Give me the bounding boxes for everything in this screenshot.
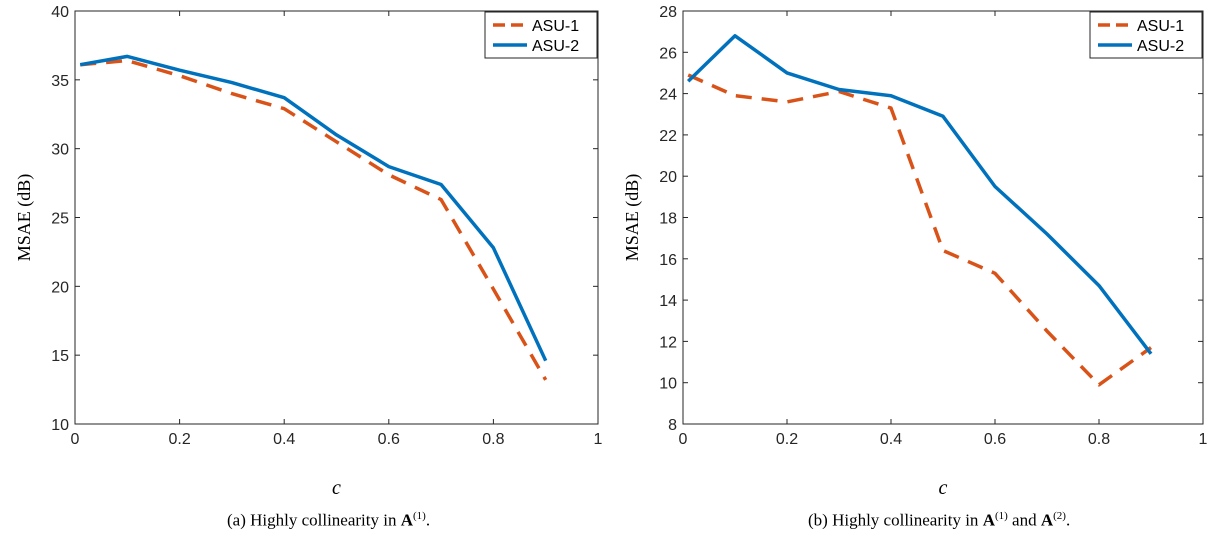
x-tick-label: 0.6 [984, 431, 1006, 448]
y-tick-label: 28 [659, 4, 677, 21]
caption-a-suffix: . [425, 510, 431, 530]
legend-box [484, 11, 598, 59]
series-line-asu-2 [79, 54, 548, 362]
legend-box [1089, 11, 1203, 59]
series-line-asu-1 [80, 58, 548, 381]
caption-b: (b) Highly collinearity in A(1) and A(2)… [808, 510, 1070, 531]
x-tick-label: 0.4 [273, 431, 295, 448]
caption-a-sup: (1) [413, 510, 426, 522]
y-tick-label: 35 [51, 73, 69, 90]
legend-label: ASU-2 [1137, 38, 1184, 55]
caption-b-sup-1: (1) [994, 510, 1008, 522]
caption-b-sup-2: (2) [1053, 510, 1066, 522]
caption-a-matrix: A [400, 510, 414, 530]
y-tick-label: 20 [659, 169, 677, 186]
x-tick-label: 0.6 [378, 431, 400, 448]
y-tick-label: 15 [51, 348, 69, 365]
chart-panel-a: 0 0.2 0.4 0.6 0.8 1 10 15 20 25 30 35 40 c MSAE (dB) AS… [14, 4, 603, 499]
caption-b-prefix: (b) Highly collinearity in [808, 510, 983, 530]
y-tick-label: 10 [659, 376, 677, 393]
caption-b-suffix: . [1065, 510, 1071, 530]
y-tick-label: 16 [659, 252, 677, 269]
legend-label: ASU-1 [1137, 18, 1184, 35]
legend-label: ASU-2 [532, 38, 579, 55]
x-tick-label: 0.8 [482, 431, 504, 448]
x-axis-label: c [332, 477, 341, 499]
x-tick-label: 1 [1199, 431, 1208, 448]
y-axis-label: MSAE (dB) [14, 174, 35, 262]
caption-a: (a) Highly collinearity in A(1). [227, 510, 430, 531]
x-tick-label: 0.8 [1088, 431, 1110, 448]
caption-b-matrix-1: A [982, 510, 995, 530]
y-tick-label: 10 [51, 417, 69, 434]
y-tick-label: 20 [51, 279, 69, 296]
x-tick-label: 0.2 [168, 431, 190, 448]
chart-panel-b: 0 0.2 0.4 0.6 0.8 1810121416182022242628cMSAE… [622, 4, 1208, 499]
y-tick-label: 25 [51, 211, 69, 228]
legend-label: ASU-1 [532, 18, 579, 35]
caption-b-matrix-2: A [1040, 510, 1054, 530]
y-tick-label: 18 [659, 211, 677, 228]
y-tick-label: 14 [659, 293, 677, 310]
y-tick-label: 8 [668, 417, 677, 434]
x-tick-label: 0 [679, 431, 688, 448]
y-tick-label: 24 [659, 87, 677, 104]
y-tick-label: 22 [659, 128, 677, 145]
plot-area [74, 10, 599, 425]
x-tick-label: 0 [71, 431, 80, 448]
series-line-asu-1 [687, 73, 1153, 387]
y-tick-label: 12 [659, 334, 677, 351]
x-tick-label: 0.4 [880, 431, 902, 448]
y-axis-label: MSAE (dB) [622, 174, 643, 262]
caption-a-prefix: (a) Highly collinearity in [227, 510, 401, 530]
series-line-asu-2 [686, 34, 1153, 355]
y-tick-label: 30 [51, 142, 69, 159]
x-axis-label: c [939, 477, 948, 499]
y-tick-label: 26 [659, 45, 677, 62]
plot-area [682, 10, 1204, 425]
x-tick-label: 0.2 [776, 431, 798, 448]
caption-b-middle: and [1007, 510, 1041, 530]
y-tick-label: 40 [51, 4, 69, 21]
x-tick-label: 1 [594, 431, 603, 448]
